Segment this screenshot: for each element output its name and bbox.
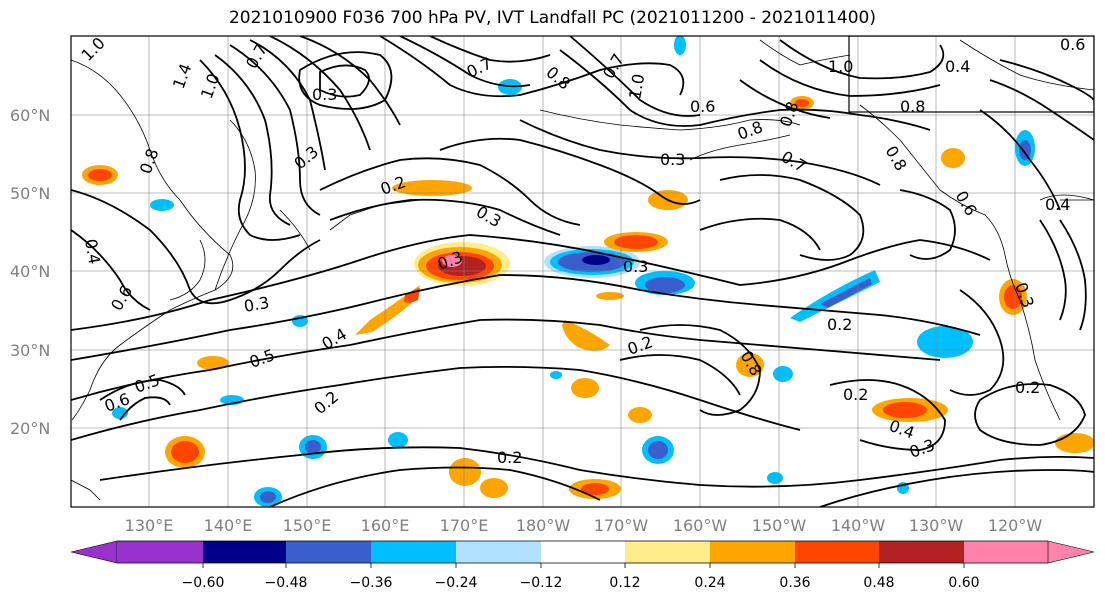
contour-label: 0.2 [843,385,868,404]
colorbar-segment [70,540,118,564]
colorbar-segment [879,541,964,563]
colorbar-tick-label: 0.48 [863,575,894,591]
lat-label: 30°N [10,341,50,360]
contour-label: 0.4 [1045,195,1070,214]
contour-label: 1.0 [625,72,648,100]
lon-label: 170°W [594,516,649,535]
colorbar: −0.60 −0.48 −0.36 −0.24 −0.12 0.12 0.24 … [70,540,1095,591]
contour-label: 1.0 [828,57,853,76]
contour-label: 0.2 [1015,378,1040,397]
graticule [71,36,1094,507]
colorbar-tick-label: 0.36 [779,575,810,591]
pv-contours [71,36,1094,507]
contour-label: 0.3 [242,293,270,316]
colorbar-tick-label: −0.60 [182,575,225,591]
lat-label: 40°N [10,262,50,281]
colorbar-segment [117,541,203,563]
lat-label: 50°N [10,184,50,203]
contour-label: 0.4 [81,237,104,265]
colorbar-segment [964,541,1048,563]
lon-label: 150°W [752,516,807,535]
colorbar-segment [710,541,795,563]
contour-label: 0.4 [945,57,970,76]
lon-label: 160°E [361,516,410,535]
map-border [70,35,1095,508]
colorbar-tick-label: 0.12 [609,575,640,591]
contour-label: 0.3 [660,150,685,169]
contour-label: 0.6 [690,97,715,116]
lon-label: 150°E [283,516,332,535]
colorbar-tick-label: −0.24 [435,575,478,591]
colorbar-segment [203,541,286,563]
colorbar-segment [456,541,541,563]
lon-label: 140°W [831,516,886,535]
colorbar-tick-label: 0.24 [694,575,725,591]
chart-title: 2021010900 F036 700 hPa PV, IVT Landfall… [228,8,876,28]
colorbar-segment [625,541,710,563]
colorbar-tick-label: −0.36 [350,575,393,591]
longitude-labels: 130°E 140°E 150°E 160°E 170°E 180°W 170°… [125,516,1043,535]
colorbar-segment [541,541,625,563]
colorbar-segment [371,541,456,563]
contour-label: 0.8 [900,97,925,116]
colorbar-segment [795,541,879,563]
contour-label: 0.3 [623,257,648,276]
latitude-labels: 60°N 50°N 40°N 30°N 20°N [10,106,50,438]
colorbar-tick-label: −0.48 [265,575,308,591]
colorbar-tick-label: −0.12 [520,575,563,591]
lon-label: 120°W [988,516,1043,535]
contour-label: 0.2 [827,315,852,334]
colorbar-segment [286,541,371,563]
lon-label: 130°W [909,516,964,535]
lat-label: 20°N [10,419,50,438]
contour-label: 0.3 [312,85,337,104]
coastlines [71,36,1094,501]
contour-label: 0.2 [497,448,522,467]
lon-label: 180°W [516,516,571,535]
colorbar-segment [1047,540,1095,564]
lon-label: 130°E [125,516,174,535]
lat-label: 60°N [10,106,50,125]
colorbar-tick-label: 0.60 [948,575,979,591]
lon-label: 160°W [673,516,728,535]
contour-label: 0.6 [1060,35,1085,54]
lon-label: 140°E [204,516,253,535]
lon-label: 170°E [440,516,489,535]
